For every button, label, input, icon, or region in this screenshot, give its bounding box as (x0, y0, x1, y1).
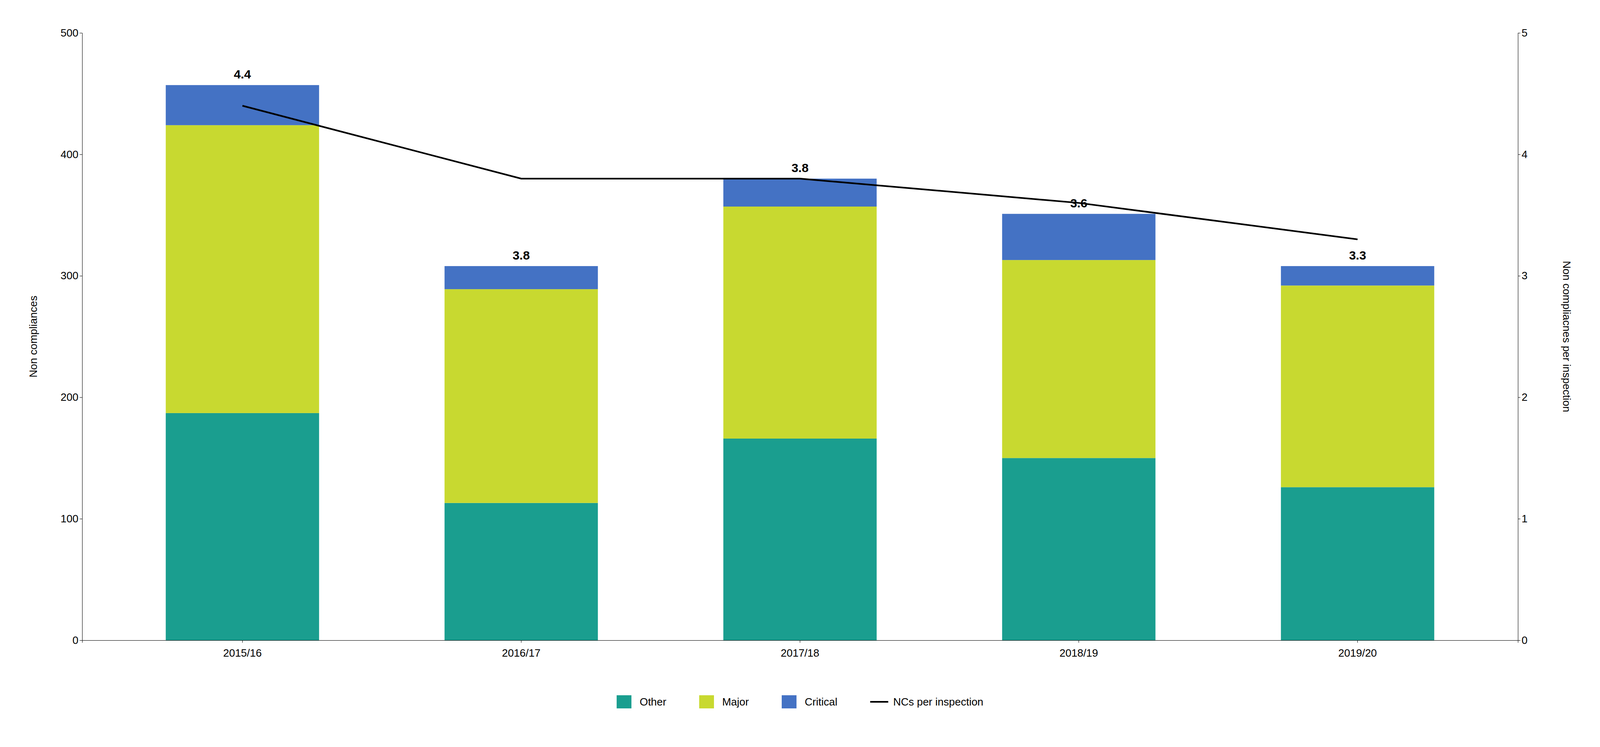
tick: 2017/18 (780, 640, 820, 659)
bar (165, 413, 320, 641)
bar (1002, 259, 1156, 458)
tick-mark (79, 397, 83, 398)
legend-label: NCs per inspection (892, 695, 984, 708)
legend-swatch (870, 700, 889, 703)
tick-mark (799, 640, 801, 643)
bar (1280, 486, 1435, 641)
bar (723, 438, 877, 641)
tick: 0 (72, 633, 83, 647)
tick-label: 2016/17 (501, 646, 541, 659)
tick-label: 0 (1521, 633, 1528, 647)
tick-label: 2018/19 (1059, 646, 1099, 659)
tick-mark (79, 32, 83, 34)
legend-item: Major (699, 695, 749, 709)
tick-label: 200 (60, 390, 79, 404)
tick-label: 300 (60, 269, 79, 282)
tick: 2018/19 (1059, 640, 1099, 659)
tick-label: 100 (60, 512, 79, 525)
legend-item: Critical (781, 695, 838, 709)
tick: 4 (1517, 148, 1528, 161)
bar (165, 125, 320, 414)
bar (444, 289, 598, 503)
data-labels: 4.4 3.8 3.8 3.6 3.3 (234, 67, 1367, 262)
tick: 1 (1517, 512, 1528, 525)
tick-mark (1517, 518, 1521, 519)
legend-item: NCs per inspection (870, 695, 984, 708)
tick: 2019/20 (1338, 640, 1378, 659)
legend-label: Other (639, 695, 667, 708)
tick-mark (1517, 275, 1521, 277)
x-axis: 2015/16 2016/17 2017/18 2018/19 2019/20 (82, 640, 1519, 659)
tick-mark (242, 640, 243, 643)
tick-label: 2 (1521, 390, 1528, 404)
tick: 300 (60, 269, 83, 282)
tick-mark (79, 154, 83, 155)
tick-label: 4 (1521, 148, 1528, 161)
tick-mark (79, 275, 83, 277)
tick: 3 (1517, 269, 1528, 282)
bar (723, 206, 877, 439)
tick: 200 (60, 390, 83, 404)
bar-series (165, 125, 1435, 503)
plot: 4.4 3.8 3.8 3.6 3.3 2015/16 2016/17 2017/18 2018… (27, 26, 1573, 659)
tick-label: 500 (60, 26, 79, 40)
bar (444, 502, 598, 641)
bar (1002, 457, 1156, 641)
tick: 5 (1517, 26, 1528, 40)
axis-line (1518, 33, 1521, 641)
axis: 0 100 200 300 400 500 (60, 26, 83, 647)
legend: Other Major Critical NCs per inspection (616, 695, 984, 709)
bar-series (165, 413, 1435, 641)
tick-label: 3 (1521, 269, 1528, 282)
marks (165, 84, 1435, 641)
tick: 2 (1517, 390, 1528, 404)
bar (1280, 285, 1435, 487)
data-label: 3.3 (1349, 248, 1367, 262)
bar (444, 266, 598, 290)
axis-line (79, 33, 83, 641)
tick-mark (1517, 32, 1521, 34)
bar (1280, 266, 1435, 286)
tick-label: 5 (1521, 26, 1528, 40)
tick: 400 (60, 148, 83, 161)
legend-item: Other (616, 695, 667, 709)
y-axis-title: Non compliances (27, 295, 40, 378)
tick-label: 2019/20 (1338, 646, 1378, 659)
y2-axis-title: Non compliacnes per inspection (1560, 260, 1573, 413)
data-label: 3.8 (512, 248, 531, 262)
axis-line (82, 640, 1519, 643)
data-label: 3.8 (791, 160, 809, 175)
tick-mark (1517, 154, 1521, 155)
tick: 500 (60, 26, 83, 40)
tick-mark (521, 640, 522, 643)
legend-swatch (781, 695, 797, 709)
tick-label: 400 (60, 148, 79, 161)
tick: 100 (60, 512, 83, 525)
tick: 2015/16 (222, 640, 262, 659)
tick-label: 0 (72, 633, 79, 647)
tick: 2016/17 (501, 640, 541, 659)
data-label: 3.6 (1070, 196, 1088, 210)
bar (1002, 213, 1156, 260)
legend-label: Critical (804, 695, 838, 708)
legend-swatch (616, 695, 632, 709)
chart: 4.4 3.8 3.8 3.6 3.3 2015/16 2016/17 2017/18 2018… (0, 0, 1600, 747)
tick-label: 1 (1521, 512, 1528, 525)
bar-series (165, 84, 1435, 290)
tick-mark (1078, 640, 1079, 643)
tick: 0 (1517, 633, 1528, 647)
tick-mark (1357, 640, 1358, 643)
tick-mark (1517, 397, 1521, 398)
tick-mark (1517, 640, 1521, 641)
line (242, 105, 1358, 239)
data-label: 4.4 (234, 67, 252, 81)
tick-label: 2017/18 (780, 646, 820, 659)
tick-label: 2015/16 (222, 646, 262, 659)
axis: 0 1 2 3 4 5 (1517, 26, 1528, 647)
legend-label: Major (722, 695, 749, 708)
tick-mark (79, 640, 83, 641)
tick-mark (79, 518, 83, 519)
legend-swatch (699, 695, 714, 709)
